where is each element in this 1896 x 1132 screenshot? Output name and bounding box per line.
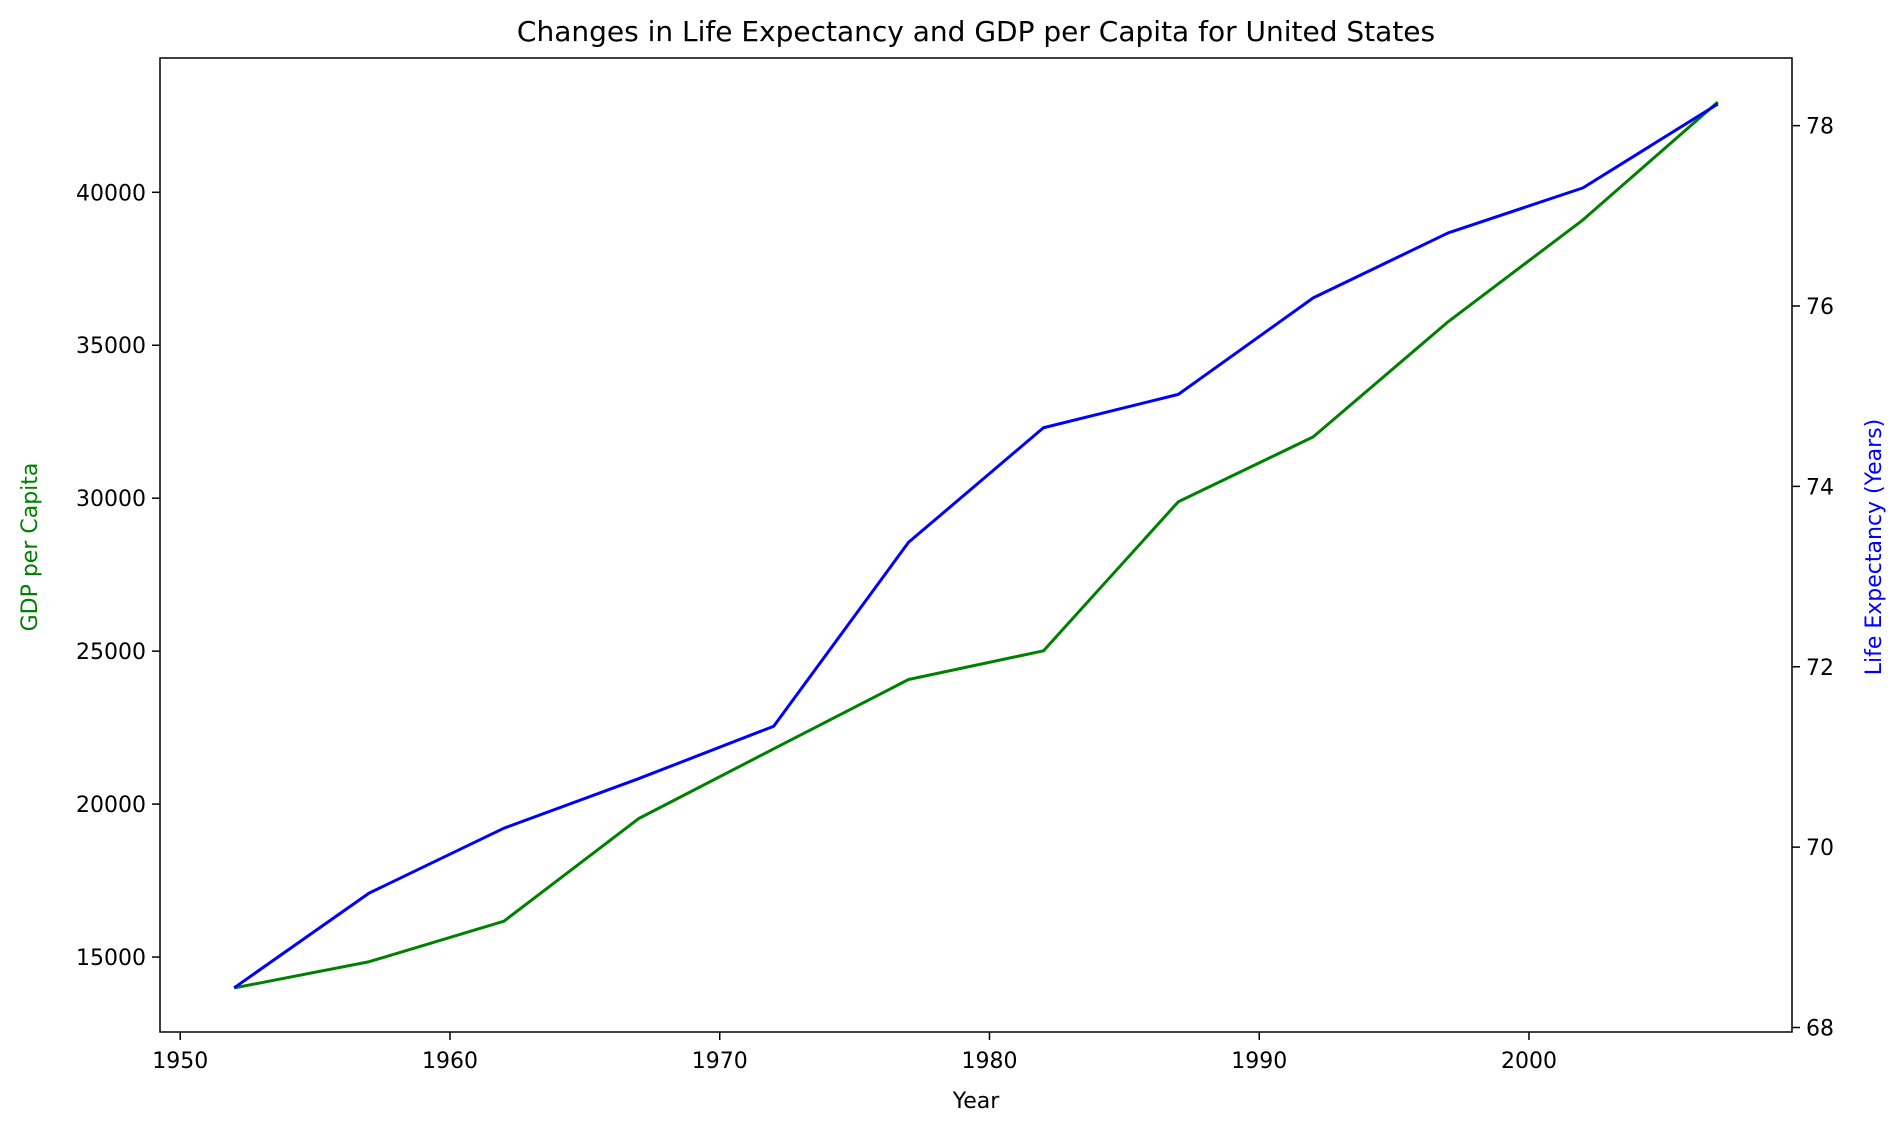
y-axis-right-label: Life Expectancy (Years) — [1862, 419, 1887, 676]
x-tick-label: 1980 — [961, 1049, 1017, 1074]
y-right-tick-label: 68 — [1806, 1016, 1834, 1041]
x-tick-label: 2000 — [1501, 1049, 1557, 1074]
y-right-tick-label: 70 — [1806, 836, 1834, 861]
x-axis-label: Year — [952, 1089, 1001, 1114]
y-left-tick-label: 35000 — [76, 334, 146, 359]
plot-frame — [159, 57, 1793, 1033]
y-axis-right: 68 70 72 74 76 78 — [1792, 115, 1834, 1041]
x-axis: 1950 1960 1970 1980 1990 2000 — [152, 1032, 1557, 1074]
y-left-tick-label: 30000 — [76, 487, 146, 512]
y-axis-left: 15000 20000 25000 30000 35000 40000 — [76, 181, 160, 971]
gdp-per-capita-line — [233, 100, 1719, 990]
y-right-tick-label: 74 — [1806, 475, 1834, 500]
y-right-tick-label: 72 — [1806, 656, 1834, 681]
y-left-tick-label: 40000 — [76, 181, 146, 206]
y-right-tick-label: 78 — [1806, 115, 1834, 140]
chart-title: Changes in Life Expectancy and GDP per C… — [517, 15, 1435, 48]
life-expectancy-line — [233, 102, 1719, 990]
y-left-tick-label: 15000 — [76, 946, 146, 971]
y-left-tick-label: 25000 — [76, 640, 146, 665]
y-right-tick-label: 76 — [1806, 295, 1834, 320]
y-left-tick-label: 20000 — [76, 793, 146, 818]
y-axis-left-label: GDP per Capita — [18, 463, 43, 632]
x-tick-label: 1960 — [422, 1049, 478, 1074]
x-tick-label: 1990 — [1231, 1049, 1287, 1074]
plot-lines — [233, 100, 1719, 990]
x-tick-label: 1950 — [152, 1049, 208, 1074]
x-tick-label: 1970 — [692, 1049, 748, 1074]
